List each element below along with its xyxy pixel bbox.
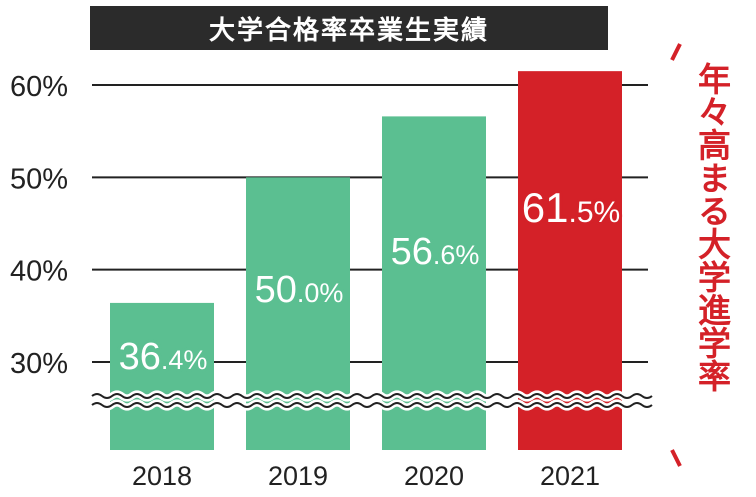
y-tick-label: 30% (10, 348, 68, 380)
bracket-bottom (670, 449, 682, 467)
axis-break-line (91, 393, 653, 399)
x-tick-label: 2019 (268, 461, 328, 491)
x-tick-label: 2021 (540, 461, 600, 491)
x-tick-label: 2020 (404, 461, 464, 491)
data-label: 36.4% (119, 336, 208, 378)
y-tick-label: 50% (10, 163, 68, 195)
bar (518, 71, 622, 451)
y-tick-label: 40% (10, 256, 68, 288)
data-label: 61.5% (522, 184, 620, 231)
data-label: 50.0% (255, 269, 344, 311)
x-tick-label: 2018 (132, 461, 192, 491)
data-label: 56.6% (391, 231, 480, 273)
bar (110, 302, 214, 450)
bracket-top (670, 43, 682, 61)
y-tick-label: 60% (10, 71, 68, 103)
chart-title: 大学合格率卒業生実績 (90, 6, 608, 50)
bar (246, 177, 350, 451)
side-annotation: 年々高まる大学進学率 (692, 62, 732, 392)
axis-break-line (91, 402, 653, 408)
